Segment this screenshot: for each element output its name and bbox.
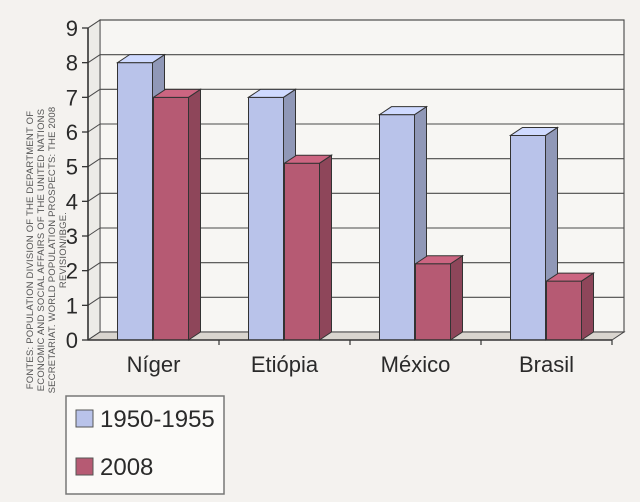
gridline-side-7: [87, 88, 101, 98]
bar-1-series-1-front: [117, 62, 153, 341]
y-tick-label-9: 9: [66, 16, 78, 41]
chart-y-tick-labels: 0 1 2 3 4 5 6 7 8 9: [66, 16, 78, 353]
legend-label-1950-1955: 1950-1955: [100, 406, 215, 433]
bar-1-series-1-top: [115, 54, 167, 64]
bar-1-series-2-front: [153, 96, 189, 341]
gridline-side-2: [87, 262, 101, 272]
bar-4-series-2-top: [544, 272, 596, 282]
y-tick-label-0: 0: [66, 328, 78, 353]
gridline-side-8: [87, 54, 101, 64]
bar-4-series-1-top: [508, 126, 560, 136]
gridline-side-3: [87, 227, 101, 237]
side-wall: [87, 19, 101, 341]
x-tick-label-3: México: [381, 352, 451, 377]
x-tick-label-4: Brasil: [519, 352, 574, 377]
legend-label-2008: 2008: [100, 454, 153, 481]
bar-3-series-2-top: [413, 255, 465, 265]
chart-bars: [115, 53, 596, 341]
gridline-side-5: [87, 158, 101, 168]
chart-x-tick-labels: Níger Etiópia México Brasil: [127, 352, 574, 377]
bar-2-series-1-top: [246, 88, 298, 98]
y-tick-label-2: 2: [66, 259, 78, 284]
x-tick-label-1: Níger: [127, 352, 181, 377]
source-line-4: REVISION/IBGE.: [58, 212, 69, 288]
bar-1-series-2-top: [151, 88, 203, 98]
bar-2-series-1-front: [248, 96, 284, 341]
y-tick-label-3: 3: [66, 224, 78, 249]
bar-4-series-2-front: [546, 280, 582, 341]
y-tick-label-8: 8: [66, 51, 78, 76]
bar-2-series-2: [282, 154, 334, 341]
legend-swatch-2008: [75, 457, 94, 476]
bar-3-series-2-side: [450, 254, 463, 341]
bar-2-series-2-front: [284, 162, 320, 341]
bar-1-series-2: [151, 88, 203, 341]
y-tick-label-7: 7: [66, 85, 78, 110]
chart-y-axis: [82, 27, 613, 345]
bar-3-series-2: [413, 254, 465, 341]
legend-swatch-1950-1955: [75, 409, 94, 428]
bar-3-series-1-front: [379, 114, 415, 341]
gridline-side-1: [87, 296, 101, 306]
bar-4-series-2-side: [581, 272, 594, 341]
bar-2-series-2-top: [282, 154, 334, 164]
bar-1-series-2-side: [188, 88, 201, 341]
source-line-3: SECRETARIAT. WORLD POPULATION PROSPECTS:…: [47, 107, 58, 394]
source-line-2: ECONOMIC AND SOCIAL AFFAIRS OF THE UNITE…: [36, 109, 47, 392]
gridline-side-9: [87, 19, 101, 29]
y-tick-label-1: 1: [66, 293, 78, 318]
y-tick-label-4: 4: [66, 189, 78, 214]
gridline-side-4: [87, 192, 101, 202]
bar-2-series-2-side: [319, 154, 332, 341]
bar-3-series-2-front: [415, 263, 451, 341]
y-tick-label-5: 5: [66, 155, 78, 180]
bar-3-series-1: [377, 105, 429, 341]
x-tick-label-2: Etiópia: [251, 352, 319, 377]
bar-3-series-1-top: [377, 106, 429, 116]
bar-4-series-2: [544, 272, 596, 341]
y-tick-label-6: 6: [66, 120, 78, 145]
gridline-side-6: [87, 123, 101, 133]
bar-4-series-1-front: [510, 134, 546, 341]
source-note: FONTES: POPULATION DIVISION OF THE DEPAR…: [25, 107, 69, 394]
source-line-1: FONTES: POPULATION DIVISION OF THE DEPAR…: [25, 111, 36, 389]
legend: 1950-1955 2008: [65, 395, 225, 495]
